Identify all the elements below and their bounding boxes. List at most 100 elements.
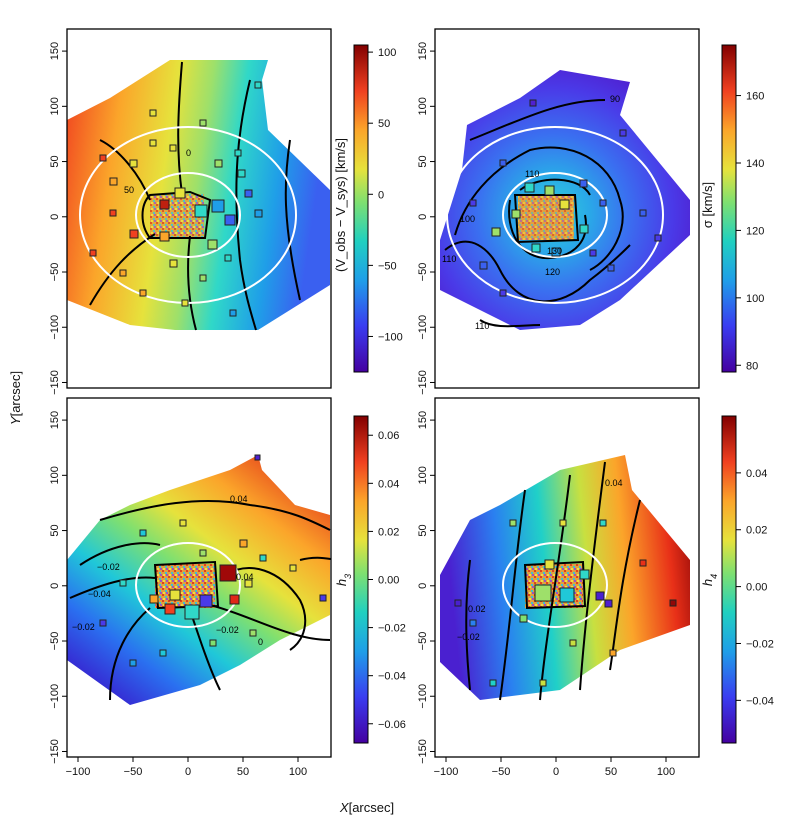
y-tick-label: 50	[417, 524, 429, 536]
contour-label: −0.04	[88, 589, 111, 599]
h4-colorbar-label: h4	[700, 574, 719, 586]
h4-plot-frame	[434, 397, 700, 758]
colorbar-tick-label: −100	[378, 331, 403, 343]
y-tick-label: 0	[417, 214, 429, 220]
contour-label: 0.02	[468, 604, 486, 614]
y-tick-label: 100	[49, 97, 61, 115]
colorbar-tick-label: 160	[746, 91, 764, 103]
y-tick-label: 50	[49, 155, 61, 167]
contour-label: −0.02	[72, 622, 95, 632]
y-tick-label: 150	[417, 42, 429, 60]
panel-dispersion: σ [km/s]	[434, 28, 737, 389]
h4-ellipses	[502, 542, 608, 628]
contour-label: 90	[610, 94, 620, 104]
dispersion-ellipses	[446, 126, 664, 304]
y-tick-label: 0	[49, 583, 61, 589]
colorbar-tick-label: 80	[746, 360, 758, 372]
h3-plot-frame	[66, 397, 332, 758]
x-tick-label: 100	[289, 766, 307, 778]
contour-label: 100	[460, 214, 475, 224]
velocity-contours	[89, 61, 301, 331]
velocity-colorbar-label: (V_obs − V_sys) [km/s]	[333, 138, 348, 272]
colorbar-tick-label: 0.00	[378, 575, 399, 587]
colorbar-tick-label: −0.04	[378, 671, 406, 683]
velocity-plot-frame	[66, 28, 332, 389]
generated-axis-ticks: 150100500−50−100−150100500−50−1001501005…	[49, 42, 774, 778]
colorbar-tick-label: 100	[746, 293, 764, 305]
colorbar-tick-label: −0.04	[746, 695, 774, 707]
y-tick-label: −100	[49, 684, 61, 709]
contour-label: −0.02	[457, 632, 480, 642]
dispersion-colorbar	[721, 44, 737, 373]
y-tick-label: −100	[417, 684, 429, 709]
colorbar-tick-label: 140	[746, 158, 764, 170]
panel-h3: h3	[66, 397, 369, 758]
colorbar-tick-label: 50	[378, 118, 390, 130]
x-tick-label: 50	[237, 766, 249, 778]
y-tick-label: −50	[49, 263, 61, 282]
x-tick-label: −50	[124, 766, 143, 778]
colorbar-tick-label: 0.04	[378, 478, 399, 490]
contour-label: 110	[525, 169, 539, 179]
h3-colorbar-label: h3	[334, 574, 353, 586]
panel-h4: h4	[434, 397, 737, 758]
colorbar-tick-label: 0.02	[746, 525, 767, 537]
x-tick-label: 0	[553, 766, 559, 778]
contour-label: 0.04	[236, 572, 254, 582]
y-tick-label: 0	[417, 583, 429, 589]
y-tick-label: 150	[49, 411, 61, 429]
contour-label: 120	[545, 267, 560, 277]
y-tick-label: 100	[417, 97, 429, 115]
velocity-markers	[89, 81, 263, 317]
x-axis-label: X[arcsec]	[339, 800, 394, 815]
y-tick-label: 150	[417, 411, 429, 429]
y-tick-label: −150	[417, 370, 429, 395]
contour-label: 0.04	[605, 478, 623, 488]
y-tick-label: −150	[49, 739, 61, 764]
y-tick-label: −50	[417, 632, 429, 651]
panel-velocity: (V_obs − V_sys) [km/s]	[66, 28, 369, 389]
contour-label: 0	[186, 148, 191, 158]
y-tick-label: 100	[417, 466, 429, 484]
colorbar-tick-label: −0.02	[378, 623, 406, 635]
contour-labels: 50 0 90 100 110 110 110 120 130 0.04 −0.…	[72, 94, 623, 647]
x-tick-label: −50	[492, 766, 511, 778]
x-tick-label: 50	[605, 766, 617, 778]
h3-contours	[69, 500, 331, 701]
y-tick-label: 0	[49, 214, 61, 220]
colorbar-tick-label: 0.02	[378, 526, 399, 538]
y-tick-label: 50	[49, 524, 61, 536]
dispersion-colorbar-label: σ [km/s]	[700, 182, 715, 228]
y-tick-label: −50	[417, 263, 429, 282]
contour-label: 110	[442, 254, 456, 264]
contour-label: 50	[124, 185, 134, 195]
contour-label: 0.04	[230, 494, 248, 504]
contour-label: 130	[547, 246, 562, 256]
velocity-colorbar	[353, 44, 369, 373]
h4-colorbar	[721, 415, 737, 744]
colorbar-tick-label: 100	[378, 47, 396, 59]
h4-contours	[465, 461, 641, 701]
colorbar-tick-label: −0.06	[378, 719, 406, 731]
x-tick-label: −100	[66, 766, 91, 778]
dispersion-plot-frame	[434, 28, 700, 389]
colorbar-tick-label: 0.00	[746, 582, 767, 594]
colorbar-tick-label: −50	[378, 260, 397, 272]
h4-markers	[454, 519, 677, 687]
dispersion-contours	[444, 99, 631, 328]
contour-label: −0.02	[97, 562, 120, 572]
contour-label: 0	[258, 637, 263, 647]
colorbar-tick-label: 0.06	[378, 430, 399, 442]
contour-label: −0.02	[216, 625, 239, 635]
dispersion-markers	[469, 99, 662, 297]
colorbar-tick-label: 120	[746, 225, 764, 237]
y-tick-label: −150	[49, 370, 61, 395]
h3-colorbar	[353, 415, 369, 744]
y-axis-label: Y[arcsec]	[8, 371, 23, 425]
y-tick-label: −50	[49, 632, 61, 651]
colorbar-tick-label: 0.04	[746, 468, 767, 480]
y-tick-label: −100	[417, 315, 429, 340]
contour-label: 110	[475, 321, 489, 331]
colorbar-tick-label: −0.02	[746, 638, 774, 650]
y-tick-label: −100	[49, 315, 61, 340]
